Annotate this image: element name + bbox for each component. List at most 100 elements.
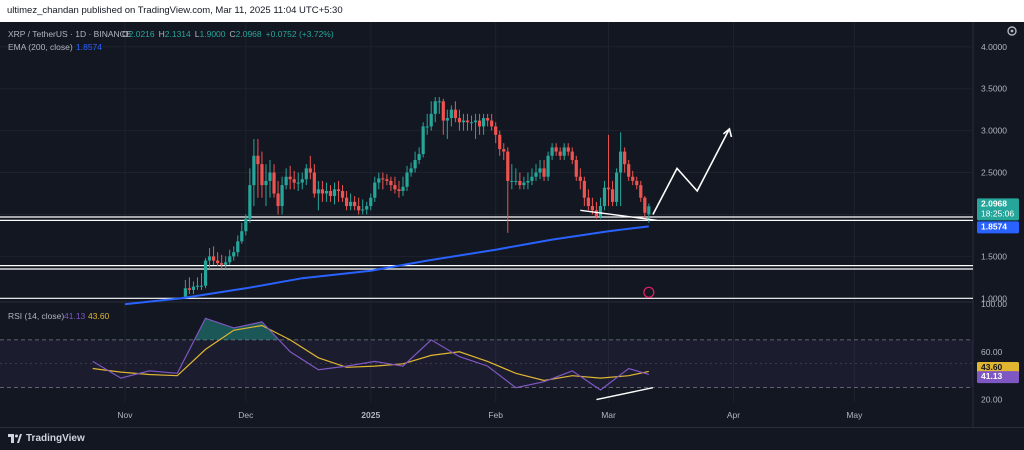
candle-body (538, 168, 542, 173)
arrow-head-icon (722, 127, 733, 138)
rsi-line (92, 317, 649, 391)
chart-canvas[interactable]: 4.00003.50003.00002.50002.00001.50001.00… (0, 22, 1024, 427)
candle-body (369, 197, 373, 207)
ema-200-line (124, 225, 649, 306)
candle-body (381, 178, 385, 180)
candle-body (397, 189, 401, 191)
price-tick-label: 3.0000 (981, 126, 1007, 136)
candle-body (619, 151, 623, 173)
candle-body (465, 120, 470, 123)
candle-body (256, 155, 260, 165)
candle-body (353, 201, 357, 207)
candle-body (578, 176, 582, 181)
candle-body (647, 206, 651, 215)
candle-body (357, 206, 361, 211)
publish-text: ultimez_chandan published on TradingView… (7, 5, 343, 16)
price-tick-label: 4.0000 (981, 42, 1007, 52)
candle-body (292, 179, 296, 183)
candle-body (349, 201, 353, 207)
candle-body (473, 120, 478, 123)
candle-body (260, 164, 264, 186)
candle-body (506, 151, 510, 181)
candle-body (449, 109, 453, 119)
candle-body (510, 180, 514, 182)
candle-body (441, 101, 445, 121)
candle-body (393, 185, 397, 190)
candle-body (582, 180, 586, 198)
projection-arrow[interactable] (652, 128, 731, 215)
candle-body (264, 180, 268, 186)
candle-body (514, 180, 518, 182)
settings-icon[interactable] (1007, 26, 1017, 36)
candle-body (409, 168, 413, 173)
current-price-label-bg (977, 198, 1019, 221)
ema-price-label: 1.8574 (981, 221, 1007, 231)
candle-body (433, 101, 437, 114)
candle-body (405, 172, 409, 187)
candle-body (211, 256, 216, 261)
rsi-ma-line (92, 324, 649, 382)
candle-body (631, 176, 635, 181)
tradingview-icon (8, 434, 22, 443)
candle-body (526, 180, 530, 183)
legend-ema-value: 1.8574 (76, 42, 102, 52)
candle-body (586, 197, 590, 207)
candle-body (566, 147, 570, 152)
candle-body (502, 149, 506, 152)
candle-body (635, 180, 639, 186)
candle-body (606, 187, 611, 190)
candle-body (216, 260, 220, 264)
candle-body (627, 164, 631, 177)
candle-body (401, 186, 405, 191)
candle-body (461, 120, 466, 123)
candle-body (272, 172, 276, 194)
candle-body (546, 155, 550, 177)
candle-body (280, 185, 284, 207)
candle-body (490, 120, 494, 127)
legend-symbol: XRP / TetherUS · 1D · BINANCE (8, 29, 132, 39)
legend-rsi-ma-value: 43.60 (88, 311, 110, 321)
candle-body (288, 176, 292, 180)
candle-body (562, 147, 566, 156)
candle-body (469, 122, 474, 124)
candle-body (365, 206, 369, 210)
price-trendline[interactable] (580, 209, 657, 222)
candle-body (187, 288, 192, 290)
candle-body (191, 286, 196, 290)
candle-body (482, 118, 486, 127)
candle-body (304, 168, 308, 180)
candle-body (534, 172, 538, 177)
legend-c-value: 2.0968 (236, 29, 262, 39)
rsi-tick-label: 20.00 (981, 395, 1003, 405)
legend-o-label: O (122, 29, 129, 39)
candle-body (385, 179, 389, 181)
candle-body (195, 285, 200, 287)
rsi-overbought-fill (194, 318, 279, 340)
time-tick-label: May (846, 410, 863, 420)
time-tick-label: Mar (601, 410, 616, 420)
rsi-trendline[interactable] (596, 386, 654, 401)
time-tick-label: Feb (488, 410, 503, 420)
candle-body (598, 206, 603, 217)
current-price-label-sub: 18:25:06 (981, 208, 1014, 218)
candle-body (324, 190, 329, 194)
legend-rsi-value: 41.13 (64, 311, 86, 321)
candle-body (639, 185, 643, 198)
chart-area[interactable]: 4.00003.50003.00002.50002.00001.50001.00… (0, 22, 1024, 427)
tradingview-logo[interactable]: TradingView (8, 433, 85, 444)
candle-body (284, 176, 288, 186)
current-price-label: 2.0968 (981, 198, 1007, 208)
candle-body (308, 168, 312, 173)
candle-body (183, 288, 187, 297)
event-lightning-icon[interactable] (643, 286, 655, 298)
brand-label: TradingView (26, 433, 85, 444)
price-tick-label: 1.0000 (981, 293, 1007, 303)
candle-body (328, 190, 333, 197)
candle-body (570, 151, 574, 160)
candle-body (530, 176, 534, 181)
candle-body (248, 185, 252, 219)
candle-body (240, 231, 244, 242)
rsi-ma-axis-label: 43.60 (981, 362, 1003, 372)
candle-body (554, 147, 558, 152)
